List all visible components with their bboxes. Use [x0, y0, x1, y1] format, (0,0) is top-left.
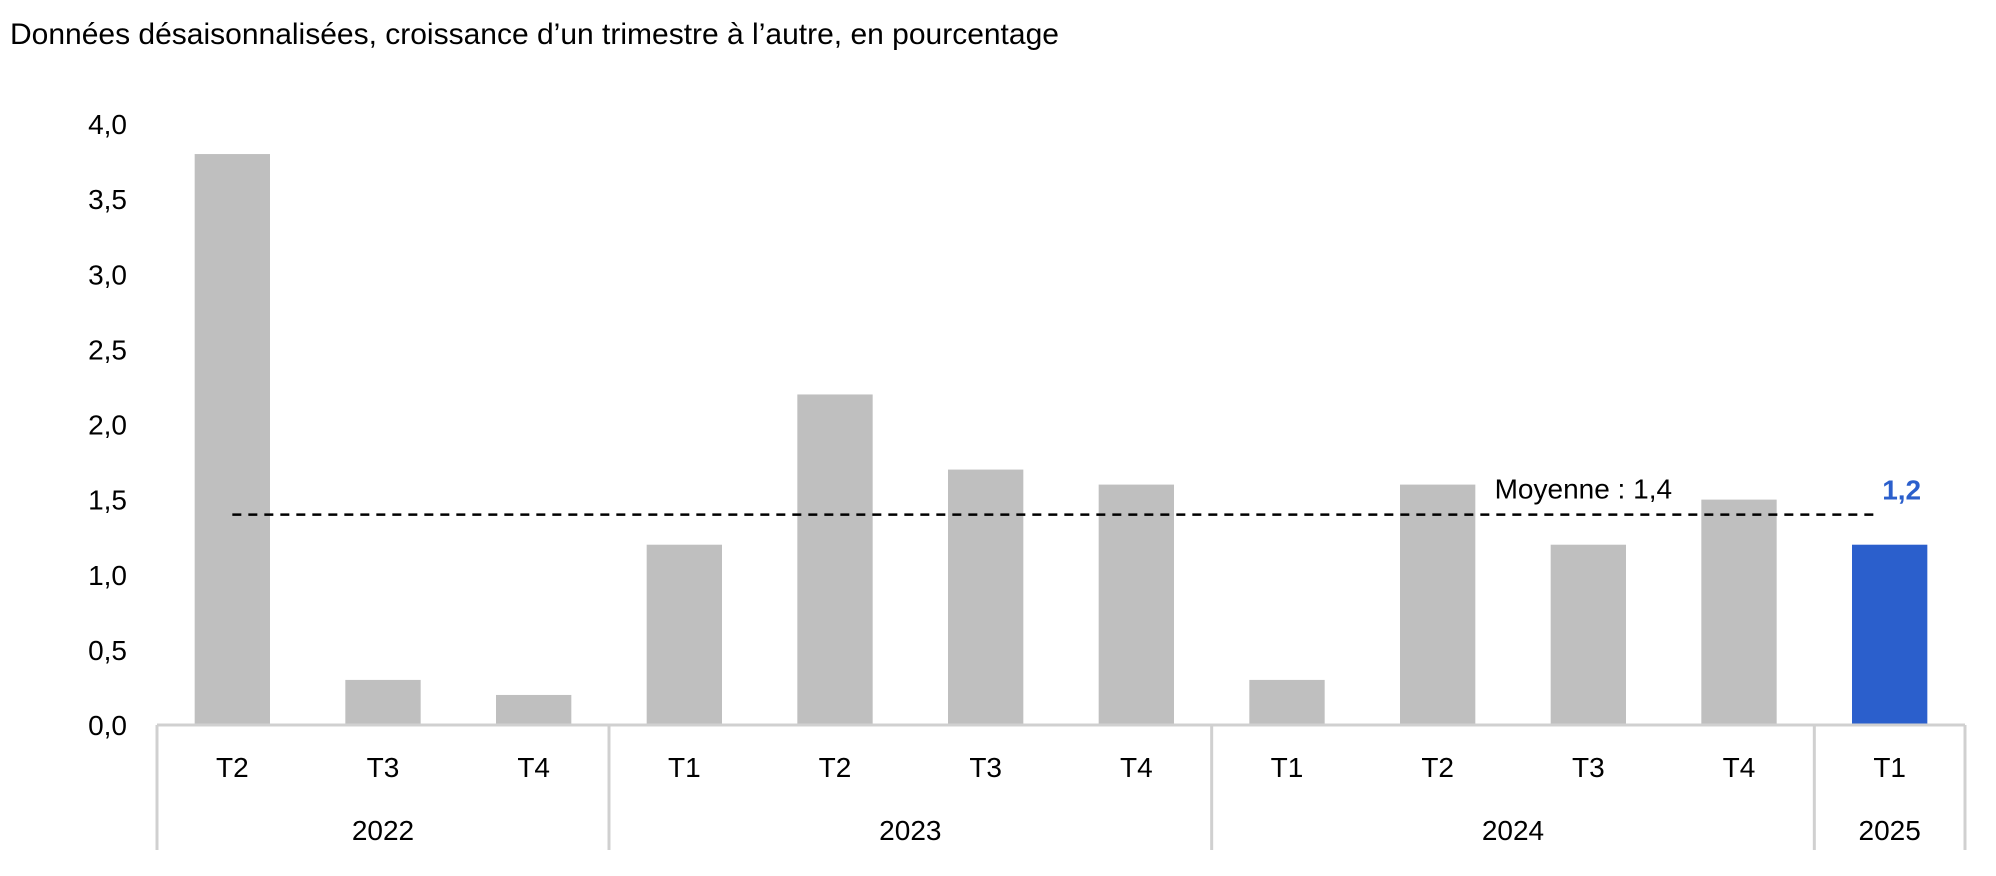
year-label: 2024	[1482, 815, 1544, 846]
x-tick-label: T3	[969, 752, 1002, 783]
y-tick-label: 1,0	[88, 560, 127, 591]
y-tick-label: 3,0	[88, 259, 127, 290]
x-tick-label: T3	[367, 752, 400, 783]
year-label: 2022	[352, 815, 414, 846]
bar	[1098, 484, 1174, 725]
x-tick-label: T1	[1873, 752, 1906, 783]
bar	[1701, 499, 1777, 725]
y-tick-label: 3,5	[88, 184, 127, 215]
y-tick-label: 1,5	[88, 485, 127, 516]
bar	[1550, 544, 1626, 725]
x-tick-label: T2	[819, 752, 852, 783]
x-tick-label: T3	[1572, 752, 1605, 783]
bar	[1400, 484, 1476, 725]
y-tick-label: 0,5	[88, 635, 127, 666]
y-tick-label: 0,0	[88, 710, 127, 741]
average-label: Moyenne : 1,4	[1495, 474, 1672, 505]
year-label: 2023	[879, 815, 941, 846]
year-label: 2025	[1859, 815, 1921, 846]
x-tick-label: T1	[1271, 752, 1304, 783]
chart-subtitle: Données désaisonnalisées, croissance d’u…	[10, 18, 1059, 51]
x-tick-label: T1	[668, 752, 701, 783]
y-tick-label: 2,0	[88, 410, 127, 441]
x-tick-label: T4	[1120, 752, 1153, 783]
x-tick-label: T2	[216, 752, 249, 783]
bar	[948, 469, 1024, 725]
y-tick-label: 4,0	[88, 109, 127, 140]
bar	[1249, 679, 1325, 725]
bar	[194, 154, 270, 726]
x-tick-label: T4	[517, 752, 550, 783]
bar	[797, 394, 873, 725]
x-tick-label: T4	[1723, 752, 1756, 783]
bar	[345, 679, 421, 725]
bar	[496, 694, 572, 725]
x-tick-label: T2	[1421, 752, 1454, 783]
y-tick-label: 2,5	[88, 334, 127, 365]
bar	[646, 544, 722, 725]
highlight-value-label: 1,2	[1882, 475, 1921, 506]
bar-highlight	[1852, 544, 1928, 725]
